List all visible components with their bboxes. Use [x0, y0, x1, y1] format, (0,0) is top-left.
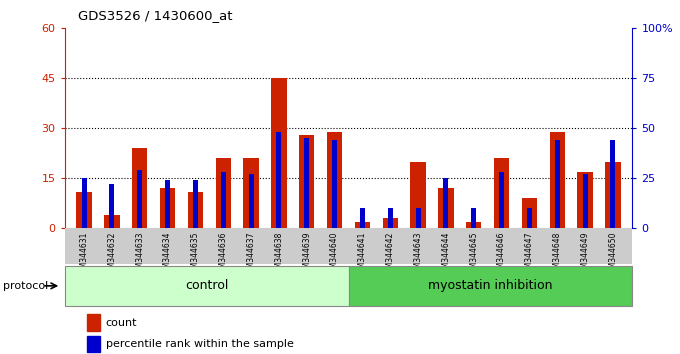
Bar: [348, 266, 632, 306]
Bar: [611, 140, 615, 228]
Bar: [527, 208, 532, 228]
Bar: [522, 198, 537, 228]
Bar: [88, 336, 100, 352]
Text: GSM344649: GSM344649: [581, 231, 590, 278]
Bar: [82, 178, 86, 228]
Text: GSM344640: GSM344640: [330, 231, 339, 278]
Bar: [271, 78, 286, 228]
Bar: [221, 172, 226, 228]
Bar: [605, 162, 621, 228]
Text: GSM344633: GSM344633: [135, 231, 144, 278]
Bar: [299, 135, 314, 228]
Bar: [109, 184, 114, 228]
Text: GDS3526 / 1430600_at: GDS3526 / 1430600_at: [78, 10, 233, 22]
Bar: [355, 222, 370, 228]
Text: GSM344647: GSM344647: [525, 231, 534, 278]
Text: GSM344645: GSM344645: [469, 231, 478, 278]
Bar: [332, 140, 337, 228]
Text: GSM344646: GSM344646: [497, 231, 506, 278]
Bar: [466, 222, 481, 228]
Bar: [304, 138, 309, 228]
Bar: [160, 188, 175, 228]
Bar: [388, 208, 393, 228]
Text: GSM344641: GSM344641: [358, 231, 367, 278]
Bar: [549, 132, 565, 228]
Text: GSM344632: GSM344632: [107, 231, 116, 278]
Bar: [88, 314, 100, 331]
Text: GSM344635: GSM344635: [191, 231, 200, 278]
Text: GSM344636: GSM344636: [219, 231, 228, 278]
Bar: [132, 148, 148, 228]
Bar: [443, 178, 448, 228]
Bar: [439, 188, 454, 228]
Bar: [104, 215, 120, 228]
Bar: [471, 208, 476, 228]
Bar: [555, 140, 560, 228]
Bar: [577, 172, 593, 228]
Bar: [415, 208, 421, 228]
Bar: [249, 174, 254, 228]
Text: count: count: [105, 318, 137, 327]
Text: GSM344639: GSM344639: [302, 231, 311, 278]
Text: GSM344650: GSM344650: [609, 231, 617, 278]
Text: percentile rank within the sample: percentile rank within the sample: [105, 339, 294, 349]
Text: GSM344638: GSM344638: [275, 231, 284, 278]
Bar: [383, 218, 398, 228]
Text: myostatin inhibition: myostatin inhibition: [428, 279, 553, 292]
Bar: [76, 192, 92, 228]
Bar: [137, 170, 142, 228]
Text: protocol: protocol: [3, 281, 49, 291]
Bar: [193, 180, 198, 228]
Text: GSM344634: GSM344634: [163, 231, 172, 278]
Bar: [165, 180, 170, 228]
Bar: [243, 158, 258, 228]
Text: control: control: [185, 279, 228, 292]
Bar: [327, 132, 342, 228]
Text: GSM344637: GSM344637: [247, 231, 256, 278]
Text: GSM344643: GSM344643: [413, 231, 422, 278]
Bar: [216, 158, 231, 228]
Bar: [360, 208, 365, 228]
Bar: [411, 162, 426, 228]
Bar: [276, 132, 282, 228]
Bar: [494, 158, 509, 228]
Bar: [188, 192, 203, 228]
Text: GSM344631: GSM344631: [80, 231, 88, 278]
Text: GSM344644: GSM344644: [441, 231, 450, 278]
Text: GSM344648: GSM344648: [553, 231, 562, 278]
Bar: [499, 172, 504, 228]
Text: GSM344642: GSM344642: [386, 231, 395, 278]
Bar: [65, 266, 348, 306]
Bar: [583, 174, 588, 228]
